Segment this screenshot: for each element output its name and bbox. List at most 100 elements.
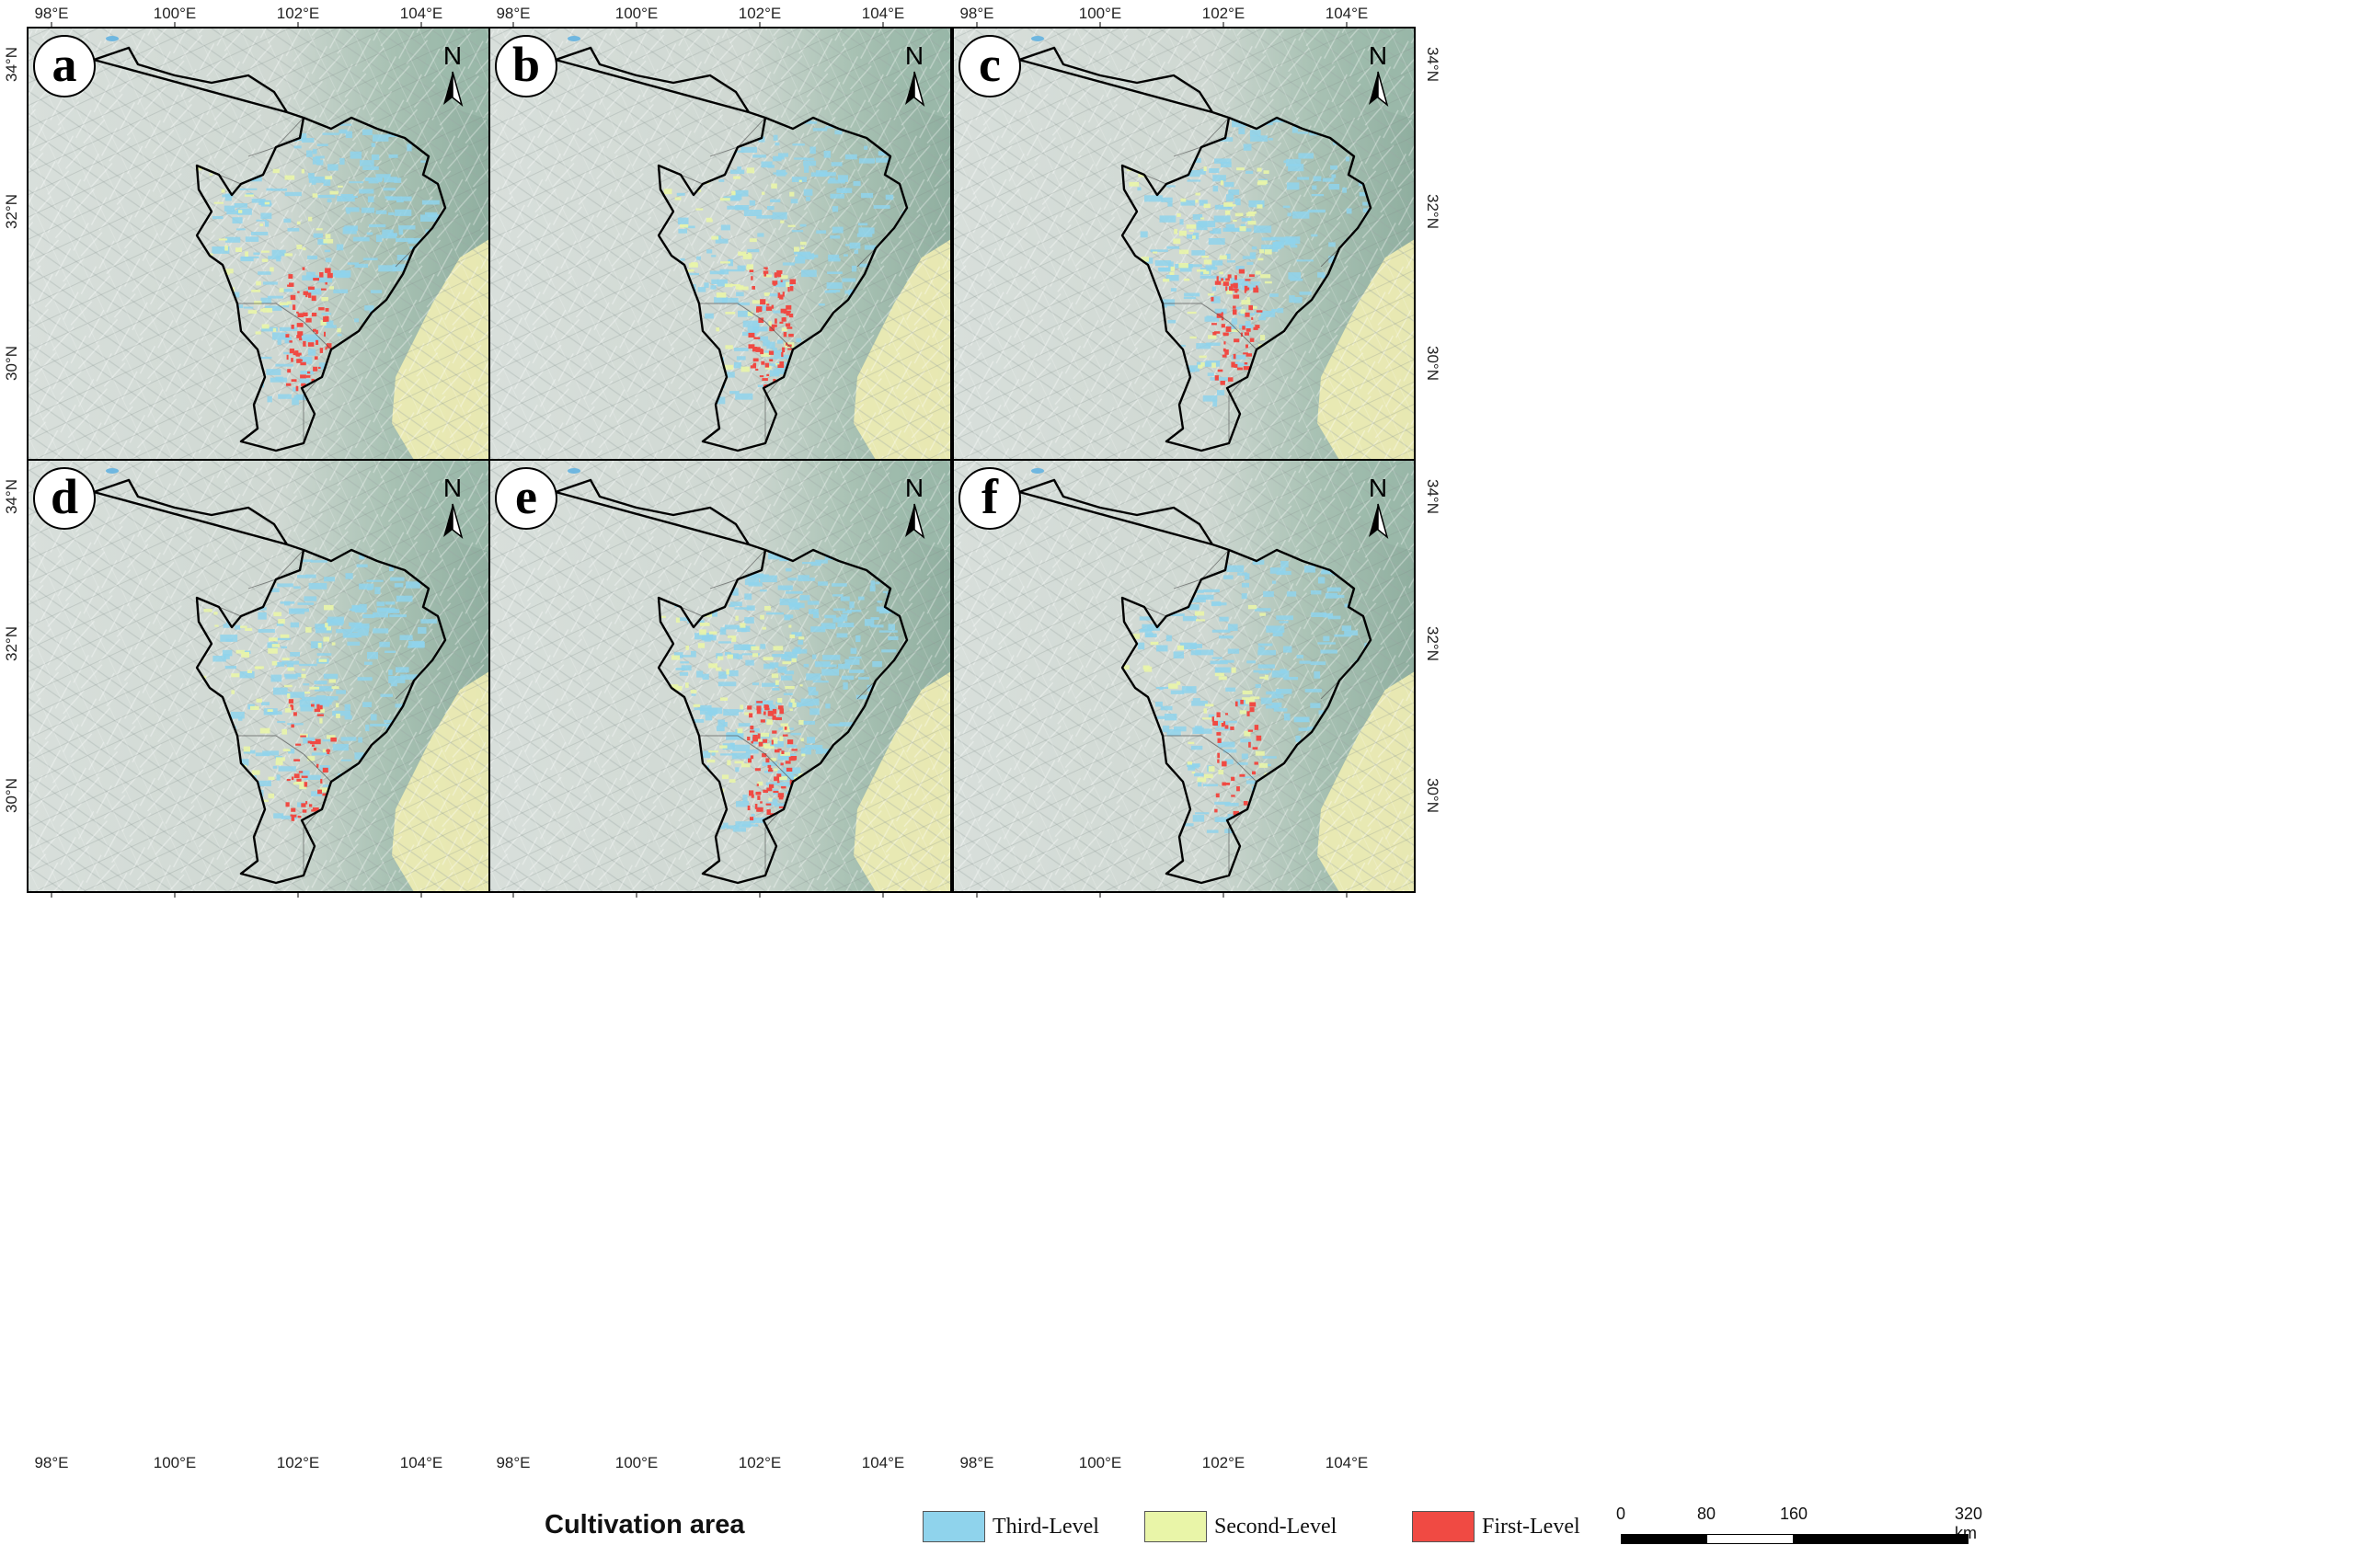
third-level-patch xyxy=(815,747,823,754)
second-level-patch xyxy=(331,686,339,689)
third-level-patch xyxy=(1359,191,1371,197)
third-level-patch xyxy=(273,687,288,695)
third-level-patch xyxy=(807,601,820,605)
third-level-patch xyxy=(239,671,255,679)
third-level-patch xyxy=(770,740,784,748)
third-level-patch xyxy=(332,710,351,716)
third-level-patch xyxy=(850,647,857,654)
third-level-patch xyxy=(1199,168,1206,175)
third-level-patch xyxy=(1238,127,1245,134)
first-level-patch xyxy=(755,368,759,371)
third-level-patch xyxy=(773,368,792,374)
third-level-patch xyxy=(720,224,730,231)
first-level-patch xyxy=(784,727,787,730)
third-level-patch xyxy=(1311,590,1322,595)
terrain-background xyxy=(953,28,1415,460)
third-level-patch xyxy=(742,795,748,802)
third-level-patch xyxy=(678,229,687,234)
third-level-patch xyxy=(1311,612,1326,617)
second-level-patch xyxy=(1242,697,1252,700)
third-level-patch xyxy=(781,782,798,787)
third-level-patch xyxy=(703,750,711,759)
third-level-patch xyxy=(1206,830,1219,833)
legend-title: Cultivation area xyxy=(545,1510,745,1539)
north-arrow-icon: N xyxy=(1369,474,1389,540)
third-level-patch xyxy=(367,651,378,659)
third-level-patch xyxy=(1242,256,1256,259)
second-level-patch xyxy=(761,352,771,357)
first-level-patch xyxy=(786,767,793,772)
third-level-patch xyxy=(1165,635,1172,642)
third-level-patch xyxy=(832,617,844,623)
third-level-patch xyxy=(275,662,285,667)
second-level-patch xyxy=(238,210,243,213)
third-level-patch xyxy=(804,166,809,173)
third-level-patch xyxy=(791,230,804,233)
third-level-patch xyxy=(1362,201,1371,206)
third-level-patch xyxy=(1198,781,1202,787)
third-level-patch xyxy=(878,151,890,156)
third-level-patch xyxy=(815,559,828,564)
first-level-patch xyxy=(301,803,306,807)
north-label: N xyxy=(1369,41,1387,70)
second-level-patch xyxy=(725,312,736,315)
second-level-patch xyxy=(684,269,694,272)
third-level-patch xyxy=(368,223,386,228)
second-level-patch xyxy=(296,245,303,249)
third-level-patch xyxy=(421,200,440,205)
first-level-patch xyxy=(286,383,292,386)
first-level-patch xyxy=(1221,278,1224,281)
third-level-patch xyxy=(799,223,807,227)
second-level-patch xyxy=(322,749,327,753)
third-level-patch xyxy=(371,155,380,160)
first-level-patch xyxy=(756,709,762,715)
third-level-patch xyxy=(396,255,408,261)
second-level-patch xyxy=(255,331,261,335)
first-level-patch xyxy=(307,740,312,744)
third-level-patch xyxy=(344,704,350,711)
north-arrow-half xyxy=(1369,72,1378,105)
third-level-patch xyxy=(1269,567,1286,574)
first-level-patch xyxy=(774,273,780,277)
third-level-patch xyxy=(284,337,292,344)
third-level-patch xyxy=(1222,575,1234,579)
third-level-patch xyxy=(718,641,731,644)
third-level-patch xyxy=(716,726,725,732)
third-level-patch xyxy=(265,221,270,227)
third-level-patch xyxy=(396,200,404,203)
third-level-patch xyxy=(830,235,841,239)
first-level-patch xyxy=(747,805,751,811)
second-level-patch xyxy=(1224,210,1231,215)
second-level-patch xyxy=(1246,297,1250,303)
third-level-patch xyxy=(734,361,741,369)
first-level-patch xyxy=(1252,771,1256,775)
third-level-patch xyxy=(1160,705,1173,711)
third-level-patch xyxy=(337,334,342,337)
first-level-patch xyxy=(1234,275,1237,280)
third-level-patch xyxy=(311,752,329,756)
second-level-patch xyxy=(742,254,752,259)
third-level-patch xyxy=(1187,179,1201,182)
third-level-patch xyxy=(1149,715,1165,719)
third-level-patch xyxy=(344,715,352,720)
first-level-patch xyxy=(311,313,317,317)
third-level-patch xyxy=(805,745,823,750)
third-level-patch xyxy=(800,120,818,124)
third-level-patch xyxy=(766,744,784,748)
second-level-patch xyxy=(241,652,249,658)
third-level-patch xyxy=(786,567,792,572)
third-level-patch xyxy=(398,229,404,235)
first-level-patch xyxy=(767,704,770,708)
third-level-patch xyxy=(1326,587,1341,592)
third-level-patch xyxy=(760,575,777,583)
third-level-patch xyxy=(317,239,327,245)
third-level-patch xyxy=(327,199,332,203)
third-level-patch xyxy=(1154,260,1172,266)
third-level-patch xyxy=(728,258,733,267)
third-level-patch xyxy=(245,236,259,242)
third-level-patch xyxy=(1192,815,1205,822)
second-level-patch xyxy=(1168,683,1178,689)
second-level-patch xyxy=(749,238,757,243)
